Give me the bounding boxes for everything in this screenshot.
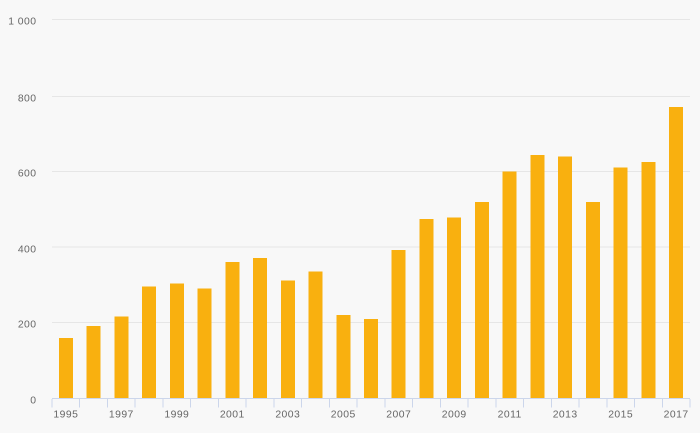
svg-text:0: 0 (30, 396, 36, 407)
svg-text:1997: 1997 (109, 410, 134, 421)
svg-text:2015: 2015 (608, 410, 633, 421)
svg-text:2001: 2001 (220, 410, 245, 421)
svg-text:2007: 2007 (386, 410, 411, 421)
svg-text:1995: 1995 (53, 410, 78, 421)
svg-text:200: 200 (18, 320, 37, 331)
svg-text:2011: 2011 (498, 410, 522, 421)
svg-text:2009: 2009 (442, 410, 467, 421)
svg-text:2017: 2017 (664, 410, 689, 421)
svg-text:2005: 2005 (331, 410, 356, 421)
svg-text:800: 800 (18, 94, 37, 105)
svg-text:400: 400 (18, 244, 37, 255)
svg-text:2003: 2003 (275, 410, 300, 421)
svg-text:600: 600 (18, 169, 37, 180)
svg-text:1999: 1999 (164, 410, 189, 421)
svg-text:2013: 2013 (553, 410, 578, 421)
svg-text:1 000: 1 000 (8, 17, 36, 28)
